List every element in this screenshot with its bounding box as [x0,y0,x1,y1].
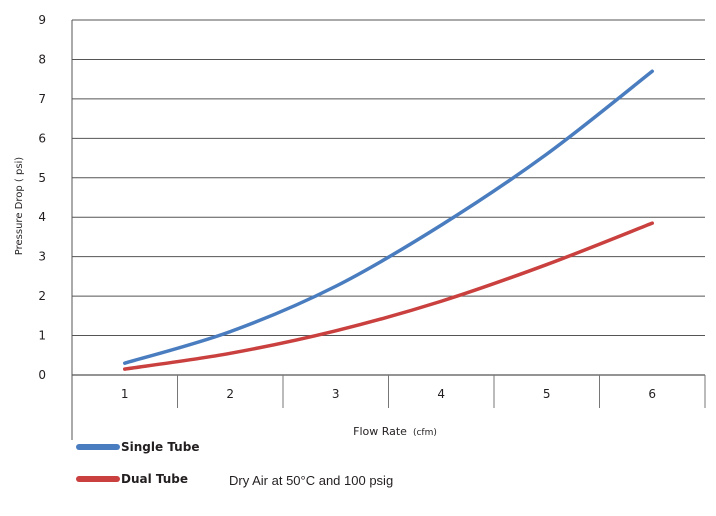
legend-item-dual-tube: Dual Tube [76,472,188,486]
y-tick-label: 2 [38,289,46,303]
legend-label-single-tube: Single Tube [121,440,200,454]
x-axis [71,20,706,440]
x-tick-label: 1 [121,387,129,401]
y-tick-label: 5 [38,171,46,185]
series-lines [123,69,654,371]
y-tick-label: 3 [38,250,46,264]
y-tick-label: 0 [38,368,46,382]
x-tick-label: 5 [543,387,551,401]
y-tick-labels: 0 1 2 3 4 5 6 7 8 9 [38,13,46,382]
y-tick-label: 1 [38,329,46,343]
y-tick-label: 6 [38,131,46,145]
y-tick-label: 4 [38,210,46,224]
chart-note: Dry Air at 50°C and 100 psig [229,473,394,488]
x-axis-title: Flow Rate (cfm) [353,425,437,438]
x-tick-label: 6 [648,387,656,401]
legend-label-dual-tube: Dual Tube [121,472,189,486]
x-tick-label: 2 [226,387,234,401]
y-tick-label: 9 [38,13,46,27]
y-tick-label: 7 [38,92,46,106]
legend-item-single-tube: Single Tube [76,440,199,454]
y-axis-title: Pressure Drop ( psi) [14,157,25,256]
x-axis-title-text: Flow Rate [353,425,407,438]
x-tick-label: 3 [332,387,340,401]
grid-lines [72,19,705,376]
legend-swatch-single-tube [76,444,120,450]
x-axis-title-unit: (cfm) [413,428,437,438]
y-tick-label: 8 [38,52,46,66]
series-line-dual-tube [123,221,654,371]
x-tick-label: 4 [437,387,445,401]
series-line-single-tube [123,69,654,365]
x-tick-labels: 1 2 3 4 5 6 [121,387,656,401]
legend-swatch-dual-tube [76,476,120,482]
